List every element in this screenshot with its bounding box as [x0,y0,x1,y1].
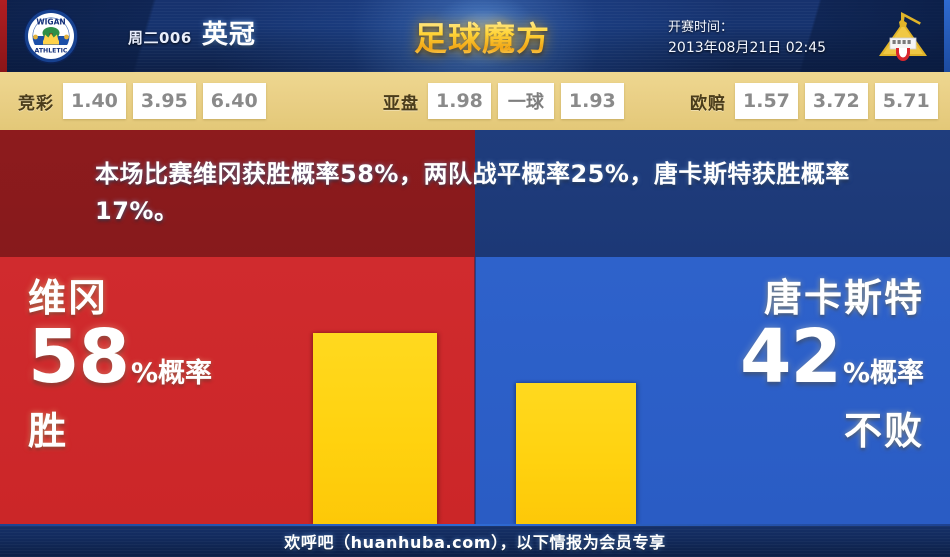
kickoff-time-block: 开赛时间： 2013年08月21日 02:45 [668,18,826,59]
away-team-block: 唐卡斯特 42 %概率 不败 [739,276,924,455]
odds-value-oupei-3[interactable]: 5.71 [874,83,938,119]
away-team-name: 唐卡斯特 [763,276,924,320]
away-team-panel: 唐卡斯特 42 %概率 不败 [475,257,950,524]
probability-chart: 维冈 58 %概率 胜 唐卡斯特 42 %概率 不败 [0,257,950,524]
match-number: 周二006 [128,29,192,47]
kickoff-value: 2013年08月21日 02:45 [668,39,827,56]
odds-group-oupei[interactable]: 欧赔 1.57 3.72 5.71 [690,83,938,119]
odds-value-yapan-away[interactable]: 1.93 [560,83,624,119]
odds-value-jingcai-1[interactable]: 1.40 [63,83,126,119]
league-name: 英冠 [201,20,256,50]
home-probability-bar [313,333,437,524]
svg-text:WIGAN: WIGAN [36,18,65,27]
away-probability-unit: %概率 [842,357,924,389]
away-outcome-label: 不败 [843,408,924,453]
footer-top-hairline [0,524,950,526]
summary-panel: 本场比赛维冈获胜概率58%，两队战平概率25%，唐卡斯特获胜概率17%。 [0,130,950,257]
doncaster-rovers-crest-icon [875,8,931,64]
odds-value-oupei-1[interactable]: 1.57 [735,83,798,119]
summary-panel-left-half [0,130,475,257]
odds-value-jingcai-2[interactable]: 3.95 [132,83,196,119]
home-team-panel: 维冈 58 %概率 胜 [0,257,475,524]
wigan-athletic-crest-icon: WIGAN ATHLETIC [22,7,80,65]
header-bar: WIGAN ATHLETIC 周二006 英冠 足球魔方 开赛时间： 2013年… [0,0,950,72]
home-probability-row: 58 %概率 [28,313,213,400]
svg-text:ATHLETIC: ATHLETIC [35,48,68,55]
odds-label-oupei: 欧赔 [690,93,726,114]
odds-group-yapan[interactable]: 亚盘 1.98 一球 1.93 [383,83,624,119]
odds-group-jingcai[interactable]: 竞彩 1.40 3.95 6.40 [18,83,266,119]
odds-bar: 竞彩 1.40 3.95 6.40 亚盘 1.98 一球 1.93 欧赔 1.5… [0,72,950,130]
odds-value-yapan-home[interactable]: 1.98 [428,83,491,119]
odds-value-yapan-handicap[interactable]: 一球 [497,83,554,119]
odds-label-jingcai: 竞彩 [18,93,54,114]
header-right-blue-edge [944,0,950,72]
away-probability-row: 42 %概率 [739,313,924,400]
away-probability-bar [516,383,636,524]
match-meta: 周二006 英冠 [128,14,256,51]
home-probability-unit: %概率 [130,357,213,389]
home-team-block: 维冈 58 %概率 胜 [28,276,213,455]
home-outcome-label: 胜 [28,408,69,453]
odds-value-oupei-2[interactable]: 3.72 [804,83,868,119]
kickoff-label: 开赛时间： [668,20,734,35]
panel-divider [474,257,476,524]
header-left-red-edge [0,0,7,72]
footer-text: 欢呼吧（huanhuba.com），以下情报为会员专享 [284,532,666,552]
odds-value-jingcai-3[interactable]: 6.40 [202,83,266,119]
summary-text: 本场比赛维冈获胜概率58%，两队战平概率25%，唐卡斯特获胜概率17%。 [95,160,850,226]
brand-logo: 足球魔方 [408,10,556,62]
odds-label-yapan: 亚盘 [383,93,419,114]
home-team-name: 维冈 [28,276,109,320]
home-probability-value: 58 [28,313,130,400]
footer-bar: 欢呼吧（huanhuba.com），以下情报为会员专享 [0,524,950,557]
brand-logo-text: 足球魔方 [414,12,550,60]
away-probability-value: 42 [739,313,842,400]
summary-panel-right-half [475,130,950,257]
